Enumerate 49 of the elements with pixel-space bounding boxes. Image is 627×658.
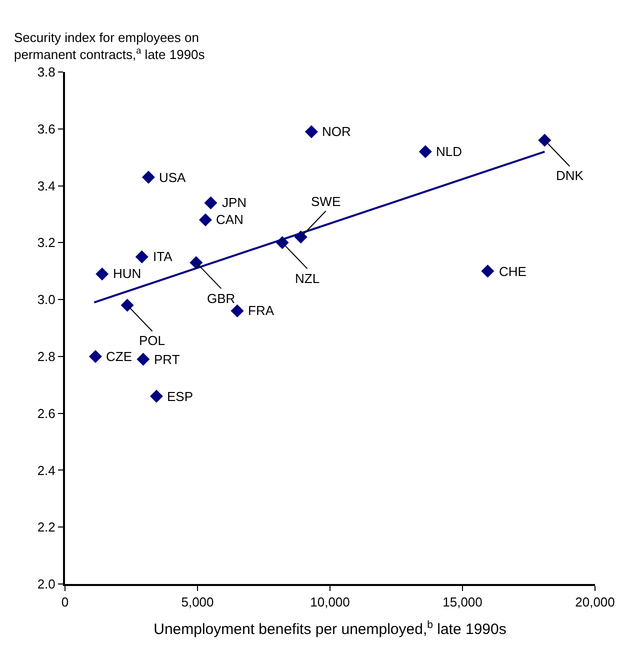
series-label: CAN: [216, 212, 244, 227]
x-tick-label: 0: [61, 594, 69, 610]
series-label: GBR: [207, 291, 236, 306]
y-tick-label: 3.6: [37, 121, 56, 136]
series-label: FRA: [248, 303, 274, 318]
point: [204, 196, 218, 210]
x-tick-label: 10,000: [310, 594, 350, 610]
series-label: HUN: [113, 266, 142, 281]
y-tick-label: 2.8: [37, 348, 56, 364]
y-axis-title: Security index for employees on permanent contracts,$^{a}$ late 1990s: [14, 30, 206, 62]
point: [481, 264, 494, 278]
series-label: NLD: [436, 144, 462, 159]
point: [304, 125, 318, 138]
series-label: PRT: [154, 352, 180, 367]
point: [142, 170, 155, 184]
series-label: JPN: [222, 195, 247, 210]
series-label: DNK: [556, 168, 584, 183]
y-tick-label: 2.6: [37, 406, 56, 421]
point: [230, 304, 244, 318]
series-label: CZE: [106, 349, 132, 364]
y-tick-label: 3.0: [37, 292, 56, 308]
point: [96, 267, 109, 280]
point: [418, 145, 432, 158]
point: [88, 350, 102, 363]
series-label: NZL: [295, 271, 320, 286]
point: [190, 256, 203, 270]
point: [198, 213, 212, 226]
series-label: POL: [139, 333, 166, 348]
point: [135, 250, 148, 264]
series-label: CHE: [499, 264, 527, 279]
y-tick-label: 3.4: [37, 178, 56, 194]
y-tick-label: 2.4: [37, 462, 56, 478]
y-tick-label: 2.2: [37, 520, 56, 535]
x-axis-title: Unemployment benefits per unemployed,$^{b}$ late 1990s: [154, 618, 506, 638]
series-label: USA: [159, 170, 186, 185]
point: [120, 298, 134, 312]
x-tick-label: 5,000: [181, 594, 214, 610]
series-label: NOR: [322, 124, 351, 139]
x-tick-label: 15,000: [442, 594, 482, 610]
series-label: SWE: [311, 194, 341, 209]
point: [150, 390, 163, 403]
y-tick-label: 2.0: [37, 576, 56, 592]
series-label: ITA: [153, 249, 173, 264]
series-label: ESP: [167, 389, 194, 404]
y-tick-label: 3.2: [37, 235, 56, 250]
y-tick-label: 3.8: [37, 64, 56, 80]
point: [136, 352, 150, 366]
x-tick-label: 20,000: [575, 594, 615, 610]
point: [538, 134, 552, 147]
